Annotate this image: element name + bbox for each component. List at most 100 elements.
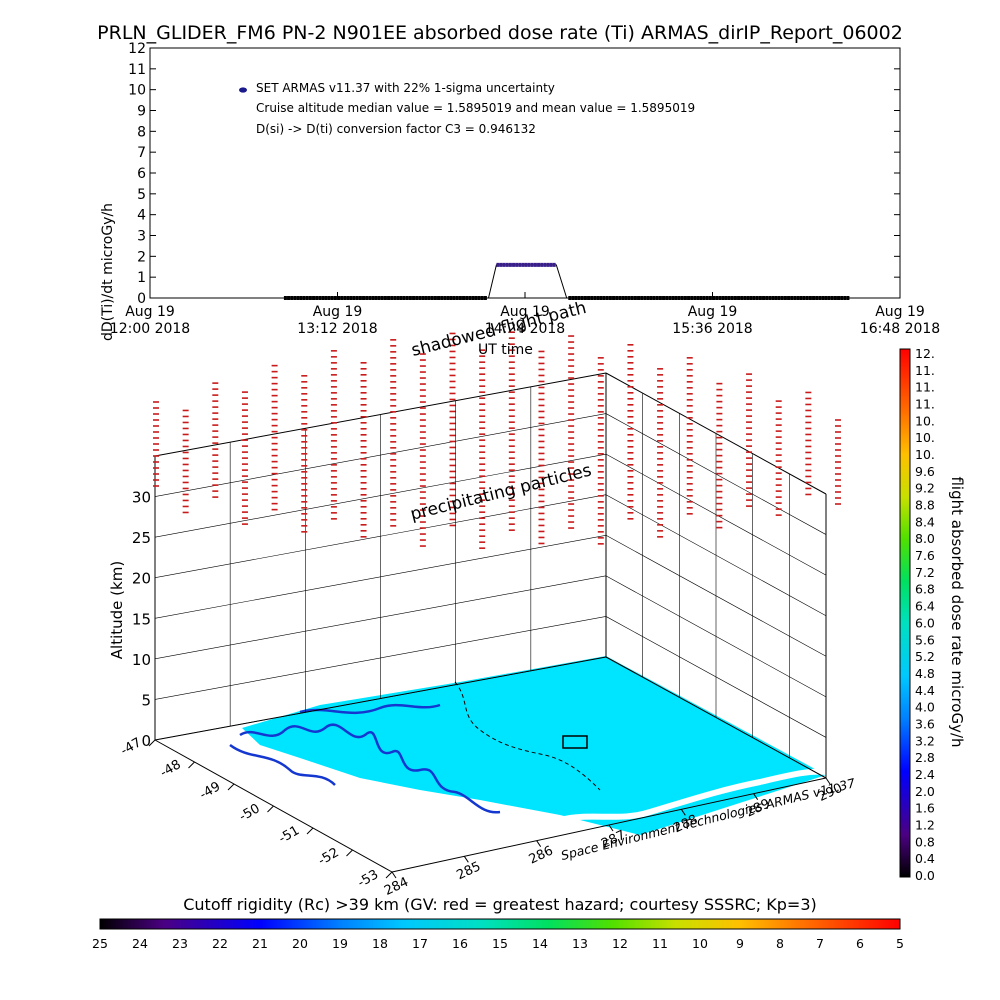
dose-rate-point	[590, 296, 594, 300]
dose-rate-point	[618, 296, 622, 300]
lon-tick-mark	[536, 840, 542, 847]
dose-rate-point	[358, 296, 362, 300]
dose-colorbar-tick: 11.	[915, 363, 935, 378]
dose-rate-point	[305, 296, 309, 300]
dose-rate-point	[580, 296, 584, 300]
altitude-tick-label: 30	[132, 489, 151, 507]
altitude-tick-label: 25	[132, 529, 151, 547]
dose-rate-point	[552, 262, 556, 267]
dose-colorbar-tick: 4.8	[915, 666, 935, 681]
dose-colorbar-tick: 9.2	[915, 481, 935, 496]
dose-rate-point	[508, 262, 512, 267]
dose-rate-point	[846, 296, 850, 300]
rigidity-colorbar-tick: 10	[692, 936, 708, 951]
rigidity-colorbar-tick: 7	[816, 936, 824, 951]
dose-rate-point	[608, 296, 612, 300]
rigidity-colorbar-tick: 17	[412, 936, 428, 951]
dose-rate-point	[399, 296, 403, 300]
dose-rate-point	[530, 262, 534, 267]
dose-rate-point	[421, 296, 425, 300]
dose-rate-point	[596, 296, 600, 300]
dose-rate-point	[324, 296, 328, 300]
dose-colorbar-tick: 1.2	[915, 817, 935, 832]
dose-rate-point	[371, 296, 375, 300]
chart-title: PRLN_GLIDER_FM6 PN-2 N901EE absorbed dos…	[97, 22, 903, 44]
top-ytick-label: 9	[137, 104, 146, 120]
dose-rate-point	[840, 296, 844, 300]
dose-rate-point	[477, 296, 481, 300]
coastline	[229, 703, 501, 814]
dose-colorbar-tick: 3.2	[915, 733, 935, 748]
lat-tick-mark	[306, 827, 314, 835]
dose-rate-point	[446, 296, 450, 300]
dose-rate-point	[712, 296, 716, 300]
dose-colorbar-tick: 10.	[915, 430, 935, 445]
legend-series-label: SET ARMAS v11.37 with 22% 1-sigma uncert…	[256, 81, 555, 95]
dose-rate-point	[733, 296, 737, 300]
dose-rate-point	[587, 296, 591, 300]
rigidity-colorbar-tick: 21	[252, 936, 268, 951]
rigidity-colorbar-tick: 9	[736, 936, 744, 951]
dose-rate-point	[318, 296, 322, 300]
dose-rate-point	[483, 296, 487, 300]
rigidity-colorbar-tick: 8	[776, 936, 784, 951]
top-ytick-label: 10	[128, 83, 146, 99]
top-xtick-day: Aug 19	[875, 304, 925, 320]
dose-rate-point	[287, 296, 291, 300]
dose-rate-point	[740, 296, 744, 300]
land-mask	[559, 768, 827, 823]
lat-tick-mark	[267, 805, 274, 813]
lon-tick-mark	[608, 824, 614, 832]
dose-rate-point	[771, 296, 775, 300]
dose-rate-point	[777, 296, 781, 300]
dose-rate-point	[505, 262, 509, 267]
dose-rate-point	[302, 296, 306, 300]
rigidity-colorbar-tick: 22	[212, 936, 228, 951]
dose-rate-point	[696, 296, 700, 300]
dose-rate-point	[843, 296, 847, 300]
dose-rate-point	[518, 262, 522, 267]
dose-rate-point	[824, 296, 828, 300]
dose-rate-point	[699, 296, 703, 300]
dose-rate-point	[443, 296, 447, 300]
dose-rate-point	[355, 296, 359, 300]
dose-rate-point	[646, 296, 650, 300]
legend-conversion: D(si) -> D(ti) conversion factor C3 = 0.…	[256, 122, 536, 136]
dose-rate-point	[624, 296, 628, 300]
dose-rate-point	[808, 296, 812, 300]
dose-rate-point	[568, 296, 572, 300]
dose-rate-point	[780, 296, 784, 300]
dose-rate-point	[374, 296, 378, 300]
top-ytick-label: 4	[137, 208, 146, 224]
dose-colorbar-tick: 8.8	[915, 498, 935, 513]
dose-rate-point	[455, 296, 459, 300]
dose-rate-point	[546, 262, 550, 267]
dose-rate-point	[615, 296, 619, 300]
rigidity-colorbar-tick: 12	[612, 936, 628, 951]
top-ytick-label: 8	[137, 124, 146, 140]
rigidity-colorbar-tick: 13	[572, 936, 588, 951]
dose-rate-point	[527, 262, 531, 267]
dose-colorbar-tick: 9.6	[915, 464, 935, 479]
dose-rate-point	[649, 296, 653, 300]
dose-rate-point	[677, 296, 681, 300]
dose-rate-point	[405, 296, 409, 300]
rigidity-colorbar-tick: 24	[132, 936, 148, 951]
dose-rate-point	[827, 296, 831, 300]
dose-rate-point	[502, 262, 506, 267]
dose-rate-point	[715, 296, 719, 300]
rigidity-colorbar-tick: 14	[532, 936, 548, 951]
dose-rate-point	[790, 296, 794, 300]
lat-tick-mark	[188, 761, 195, 769]
dose-rate-point	[718, 296, 722, 300]
rigidity-colorbar-tick: 19	[332, 936, 348, 951]
top-xtick-day: Aug 19	[688, 304, 738, 320]
dose-rate-point	[655, 296, 659, 300]
dose-rate-point	[312, 296, 316, 300]
rigidity-colorbar-tick: 20	[292, 936, 308, 951]
dose-rate-point	[321, 296, 325, 300]
dose-rate-point	[643, 296, 647, 300]
dose-rate-point	[755, 296, 759, 300]
